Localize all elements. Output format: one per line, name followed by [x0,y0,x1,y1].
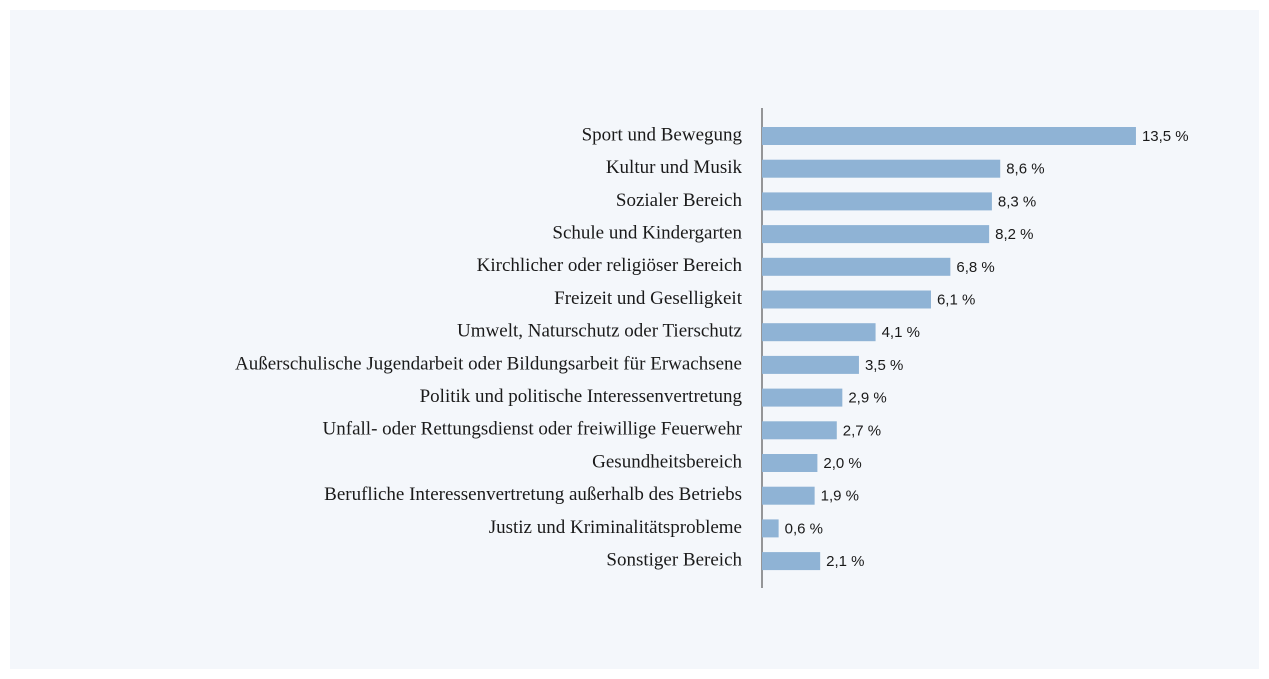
category-label: Berufliche Interessenvertretung außerhal… [324,484,742,505]
category-label: Kultur und Musik [606,157,743,178]
category-label: Außerschulische Jugendarbeit oder Bildun… [235,353,742,374]
value-label: 0,6 % [785,520,823,537]
bar [762,323,876,342]
bar [762,519,779,538]
value-label: 2,7 % [843,422,881,439]
category-label: Sonstiger Bereich [606,549,742,570]
value-label: 1,9 % [821,488,859,505]
category-label: Sozialer Bereich [616,190,743,211]
value-label: 8,2 % [995,226,1033,243]
bar [762,355,859,374]
bar [762,257,951,276]
category-label: Kirchlicher oder religiöser Bereich [477,255,743,276]
value-label: 13,5 % [1142,128,1189,145]
bar [762,388,843,407]
value-label: 2,9 % [848,390,886,407]
bar [762,486,815,505]
bar [762,421,837,440]
category-label: Sport und Bewegung [582,124,743,145]
value-label: 3,5 % [865,357,903,374]
panel-background [10,10,1259,669]
value-label: 2,0 % [823,455,861,472]
bar [762,159,1001,178]
bar [762,225,990,244]
bar [762,192,992,211]
category-label: Justiz und Kriminalitätsprobleme [489,517,742,538]
bar [762,127,1136,145]
category-label: Politik und politische Interessenvertret… [420,386,743,407]
value-label: 6,8 % [956,259,994,276]
bar [762,290,931,309]
value-label: 8,3 % [998,193,1036,210]
category-label: Freizeit und Geselligkeit [554,288,743,309]
value-label: 2,1 % [826,553,864,570]
bar [762,454,818,472]
value-label: 6,1 % [937,291,975,308]
value-label: 4,1 % [882,324,920,341]
bar [762,552,821,571]
category-label: Gesundheitsbereich [592,451,742,472]
value-label: 8,6 % [1006,161,1044,178]
category-label: Unfall- oder Rettungsdienst oder freiwil… [323,419,743,440]
category-label: Umwelt, Naturschutz oder Tierschutz [457,321,742,342]
category-label: Schule und Kindergarten [552,222,742,243]
